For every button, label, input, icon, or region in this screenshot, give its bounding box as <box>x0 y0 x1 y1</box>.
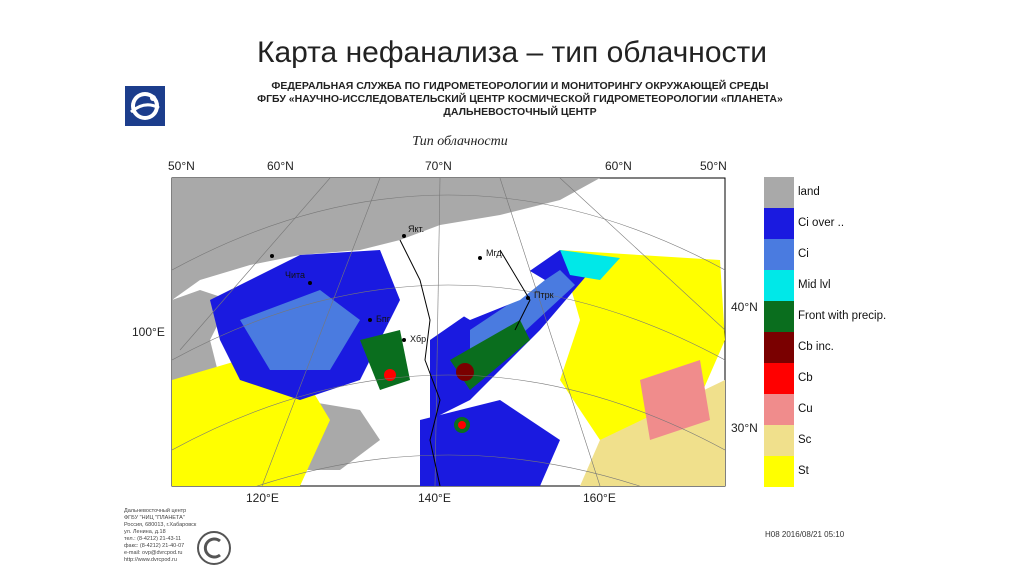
header-line-1: ФЕДЕРАЛЬНАЯ СЛУЖБА ПО ГИДРОМЕТЕОРОЛОГИИ … <box>271 80 769 92</box>
legend-label-cu: Cu <box>798 403 813 415</box>
header-line-3: ДАЛЬНЕВОСТОЧНЫЙ ЦЕНТР <box>443 106 597 118</box>
footer-line: Россия, 680013, г.Хабаровск <box>124 522 197 528</box>
legend-swatch-front <box>764 301 794 332</box>
grid-label-top-1: 50°N <box>168 159 195 173</box>
legend-swatch-ci-over <box>764 208 794 239</box>
grid-label-bottom-2: 140°E <box>418 491 451 505</box>
timestamp: H08 2016/08/21 05:10 <box>765 530 845 539</box>
legend-swatch-sc <box>764 425 794 456</box>
place-marker-ptrk <box>526 296 530 300</box>
footer-line: http://www.dvrcpod.ru <box>124 557 177 563</box>
grid-label-top-4: 60°N <box>605 159 632 173</box>
legend-swatch-mid-lvl <box>764 270 794 301</box>
legend-swatch-ci <box>764 239 794 270</box>
cb-inc-cell <box>456 363 474 381</box>
footer-line: тел.: (8-4212) 21-43-11 <box>124 536 182 542</box>
cb-cell <box>384 369 396 381</box>
legend-label-sc: Sc <box>798 434 812 446</box>
grid-label-right-1: 40°N <box>731 300 758 314</box>
place-marker-hbr <box>402 338 406 342</box>
clear-area <box>445 265 545 320</box>
footer-contacts: Дальневосточный центр ФГБУ "НИЦ "ПЛАНЕТА… <box>124 508 196 564</box>
legend-swatch-cb <box>764 363 794 394</box>
place-marker-yakutsk <box>402 234 406 238</box>
footer-line: факс: (8-4212) 21-40-07 <box>124 543 185 549</box>
coastline <box>399 239 441 486</box>
cu-field <box>640 360 710 440</box>
place-label-hbr: Хбр <box>410 334 426 344</box>
place-label-chita: Чита <box>285 270 305 280</box>
cb-cell-south-core <box>458 421 466 429</box>
legend-label-front: Front with precip. <box>798 310 887 322</box>
legend-swatch-land <box>764 177 794 208</box>
footer-line: ул. Ленина, д.18 <box>124 529 166 535</box>
legend-label-mid-lvl: Mid lvl <box>798 279 831 291</box>
organization-header: ФЕДЕРАЛЬНАЯ СЛУЖБА ПО ГИДРОМЕТЕОРОЛОГИИ … <box>200 80 840 119</box>
map-subtitle: Тип облачности <box>412 134 508 149</box>
grid-label-bottom-3: 160°E <box>583 491 616 505</box>
grid-label-top-3: 70°N <box>425 159 452 173</box>
legend-labels: land Ci over .. Ci Mid lvl Front with pr… <box>798 177 886 487</box>
legend-label-land: land <box>798 186 820 198</box>
land-area <box>172 178 600 300</box>
legend-label-cb: Cb <box>798 372 813 384</box>
footer-line: e-mail: ovp@dvrcpod.ru <box>124 550 183 556</box>
graticule <box>172 178 725 486</box>
legend-swatch-cb-inc <box>764 332 794 363</box>
legend-colorbar <box>764 177 794 487</box>
legend-swatch-cu <box>764 394 794 425</box>
header-line-2: ФГБУ «НАУЧНО-ИССЛЕДОВАТЕЛЬСКИЙ ЦЕНТР КОС… <box>257 93 783 105</box>
legend-swatch-st <box>764 456 794 487</box>
footer-line: Дальневосточный центр <box>124 508 187 514</box>
place-label-yakutsk: Якт. <box>408 224 424 234</box>
place-marker-west <box>270 254 274 258</box>
certification-logo-icon <box>197 531 231 565</box>
legend-label-cb-inc: Cb inc. <box>798 341 834 353</box>
place-markers: Якт. Мгд. Чита Птрк Бпг Хбр <box>270 224 554 344</box>
footer-line: ФГБУ "НИЦ "ПЛАНЕТА" <box>124 515 185 521</box>
planeta-logo-icon <box>125 86 165 126</box>
place-label-magadan: Мгд. <box>486 248 504 258</box>
ci-west <box>240 290 360 370</box>
place-marker-chita <box>308 281 312 285</box>
legend-label-ci: Ci <box>798 248 809 260</box>
coastline-kamchatka <box>499 249 531 331</box>
legend-label-ci-over: Ci over .. <box>798 217 845 229</box>
place-label-bpg: Бпг <box>376 314 391 324</box>
place-marker-magadan <box>478 256 482 260</box>
grid-label-top-2: 60°N <box>267 159 294 173</box>
place-label-ptrk: Птрк <box>534 290 554 300</box>
grid-label-left-1: 100°E <box>132 325 165 339</box>
grid-label-bottom-1: 120°E <box>246 491 279 505</box>
place-marker-bpg <box>368 318 372 322</box>
legend-label-st: St <box>798 465 809 477</box>
grid-label-top-5: 50°N <box>700 159 727 173</box>
grid-label-right-2: 30°N <box>731 421 758 435</box>
slide-title: Карта нефанализа – тип облачности <box>256 36 768 69</box>
front-precip-west <box>360 330 410 390</box>
mid-lvl <box>560 250 620 280</box>
